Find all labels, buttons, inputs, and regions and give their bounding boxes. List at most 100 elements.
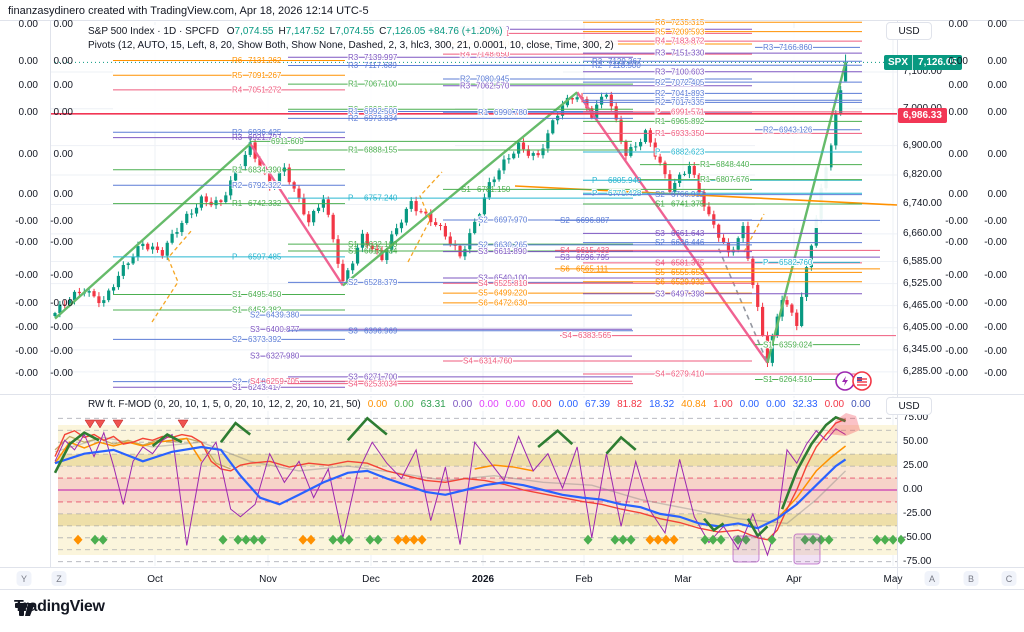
candle-body (68, 300, 72, 305)
candle-body (102, 300, 106, 304)
indicator-value: 0.00 (558, 399, 579, 410)
pivot-value: 7151.330 (671, 49, 705, 58)
zero-value: -0.00 (945, 368, 968, 379)
indicator-axis-currency-button[interactable]: USD (886, 397, 932, 415)
pivot-value: 7023.255 (671, 96, 705, 105)
price-tick: 6,820.00 (903, 169, 942, 181)
pivot-value: 6253.034 (364, 379, 398, 388)
candle-body (526, 149, 530, 156)
signal-diamond (249, 534, 259, 545)
pivot-label: R1 (478, 108, 489, 117)
price-tick: 7,100.00 (903, 66, 942, 77)
pivot-label: S1 (232, 290, 242, 299)
signal-diamond (218, 534, 228, 545)
pivot-value: 6834.390 (248, 165, 282, 174)
candle-body (224, 195, 228, 203)
osc-green-line (537, 429, 574, 448)
indicator-value: 40.84 (681, 399, 707, 410)
pivot-value: 6933.350 (671, 129, 705, 138)
price-tick: 6,405.00 (903, 321, 942, 333)
candle-body (126, 263, 130, 266)
zigzag-down-line (576, 91, 769, 364)
zero-value: -0.00 (15, 237, 38, 248)
candle-body (575, 97, 579, 100)
pivot-label: S1 (763, 340, 773, 349)
pivot-value: 7072.405 (671, 78, 705, 87)
signal-diamond (708, 534, 718, 545)
pivot-value: 6807.676 (716, 175, 750, 184)
signal-diamond (257, 534, 267, 545)
time-axis-button-z[interactable]: Z (51, 571, 67, 586)
indicator-value: 1.00 (713, 399, 733, 410)
price-tick: 6,525.00 (903, 277, 942, 289)
pivot-label: S4 (478, 279, 488, 288)
candle-body (87, 291, 91, 293)
osc-orange-line (474, 464, 534, 472)
zero-value: -0.00 (984, 346, 1007, 357)
candle-body (214, 200, 218, 206)
zero-value: -0.00 (945, 322, 968, 333)
candle-body (170, 233, 174, 243)
indicator-tick: 0.00 (903, 484, 923, 495)
indicator-legend: RW ft. F-MOD (0, 20, 10, 1, 5, 0, 20, 10… (84, 398, 881, 411)
signal-diamond (800, 534, 810, 545)
pivot-value: 6258.545 (248, 377, 282, 386)
zigzag-up-line (54, 142, 252, 320)
zero-value: -0.00 (50, 298, 73, 309)
candle-body (541, 148, 545, 156)
time-tick: Feb (575, 574, 593, 585)
candle-body (219, 200, 223, 203)
signal-diamond (661, 534, 671, 545)
time-axis-button-b[interactable]: B (963, 571, 979, 586)
pivot-label: R2 (763, 125, 774, 134)
candle-body (702, 192, 706, 207)
indicator-value: 0.00 (739, 399, 760, 410)
price-axis-currency-button[interactable]: USD (886, 22, 932, 40)
pivot-value: 6314.760 (479, 357, 513, 366)
candle-body (199, 196, 203, 208)
candle-body (673, 182, 677, 192)
pivot-label: R1 (655, 117, 666, 126)
spx-last-price: 7,126.05 (913, 55, 962, 70)
ohlc-value: 7,074.55 (234, 26, 274, 37)
zigzag-down-line (249, 143, 344, 287)
candle-body (341, 263, 345, 282)
signal-diamond (645, 534, 655, 545)
candle-body (473, 221, 477, 234)
candle-body (756, 284, 760, 307)
candle-body (560, 105, 565, 116)
candle-body (497, 170, 501, 180)
zero-value: -0.00 (945, 298, 968, 309)
pivot-label: S2 (348, 278, 358, 287)
signal-diamond (824, 534, 834, 545)
zero-value: -0.00 (50, 270, 73, 281)
candle-body (448, 236, 452, 244)
candle-body (248, 142, 252, 155)
indicator-value: 0.00 (452, 399, 473, 410)
pivot-value: 6400.877 (266, 325, 300, 334)
candle-body (287, 167, 291, 183)
pivot-label: S1 (763, 375, 773, 384)
candle-body (409, 201, 413, 209)
osc-green-line (219, 421, 252, 443)
signal-diamond (872, 534, 882, 545)
signal-diamond (393, 534, 403, 545)
tradingview-logo[interactable]: TradingView (14, 598, 105, 616)
credit-line: finanzasydinero created with TradingView… (8, 5, 369, 17)
zero-value: 0.00 (987, 56, 1007, 67)
pivot-label: P (655, 148, 660, 157)
price-tick: 6,660.00 (903, 227, 942, 239)
time-axis-button-y[interactable]: Y (16, 571, 32, 586)
time-axis-button-c[interactable]: C (1001, 571, 1017, 586)
pivot-label: R3 (763, 43, 774, 52)
candle-body (107, 290, 111, 301)
pivots-legend: Pivots (12, AUTO, 15, Left, 8, 20, Show … (84, 39, 618, 52)
pivot-label: S3 (348, 372, 358, 381)
zero-value: -0.00 (50, 368, 73, 379)
candle-body (385, 249, 389, 261)
candle-body (404, 208, 408, 223)
time-axis-button-a[interactable]: A (924, 571, 940, 586)
pivot-label: R2 (655, 89, 666, 98)
pivot-label: R4 (655, 37, 666, 46)
pivot-value: 7166.860 (779, 43, 813, 52)
